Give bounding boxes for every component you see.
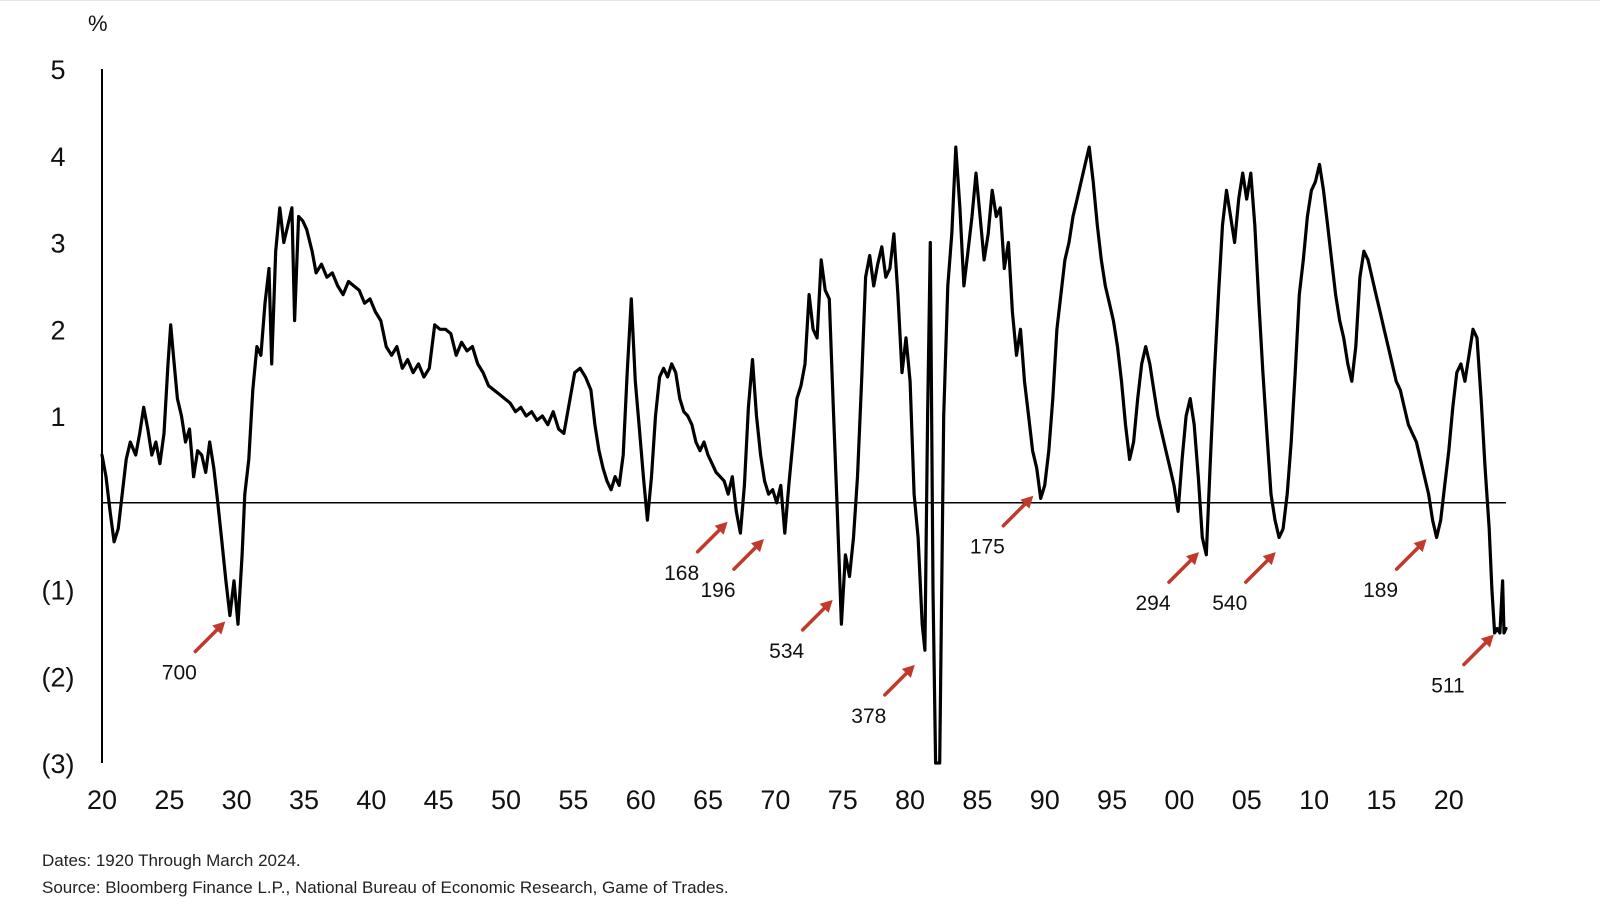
- y-tick-label: 1: [50, 402, 65, 432]
- annotation-arrow: [800, 603, 830, 632]
- annotation-label: 168: [664, 562, 699, 585]
- annotation-arrowhead: [212, 621, 226, 635]
- x-tick-label: 80: [895, 785, 925, 815]
- x-tick-label: 20: [87, 785, 117, 815]
- annotation-arrow: [1244, 555, 1273, 584]
- annotation-arrow: [732, 542, 761, 571]
- x-tick-label: 20: [1434, 785, 1464, 815]
- y-tick-label: 5: [50, 55, 65, 85]
- annotation-175: 175: [970, 495, 1034, 559]
- x-tick-label: 35: [289, 785, 319, 815]
- annotation-189: 189: [1363, 539, 1427, 602]
- x-tick-label: 65: [693, 785, 723, 815]
- annotation-arrow: [193, 624, 223, 654]
- y-tick-label: (2): [42, 662, 75, 692]
- x-tick-label: 60: [626, 785, 656, 815]
- annotation-arrow: [1001, 498, 1031, 528]
- x-tick-label: 70: [760, 785, 790, 815]
- annotation-arrow: [1394, 542, 1424, 571]
- annotation-label: 511: [1431, 675, 1464, 698]
- annotation-arrowhead: [1480, 634, 1494, 648]
- annotation-arrowhead: [1262, 552, 1276, 566]
- annotation-511: 511: [1431, 634, 1494, 698]
- annotation-label: 534: [769, 640, 804, 663]
- x-tick-label: 50: [491, 785, 521, 815]
- annotation-label: 540: [1212, 592, 1247, 615]
- x-tick-label: 45: [424, 785, 454, 815]
- annotation-arrow: [1462, 637, 1491, 667]
- y-tick-label: 3: [50, 229, 65, 259]
- annotation-294: 294: [1135, 552, 1199, 615]
- annotation-700: 700: [162, 621, 226, 685]
- annotation-arrow: [695, 525, 725, 554]
- annotation-label: 294: [1135, 592, 1170, 615]
- x-tick-label: 95: [1097, 785, 1127, 815]
- x-tick-label: 40: [356, 785, 386, 815]
- annotation-arrowhead: [1185, 552, 1199, 566]
- x-tick-label: 00: [1164, 785, 1194, 815]
- x-tick-label: 10: [1299, 785, 1329, 815]
- y-unit-label: %: [88, 11, 108, 36]
- annotation-label: 700: [162, 662, 197, 685]
- annotation-arrowhead: [819, 599, 833, 613]
- footer-source: Source: Bloomberg Finance L.P., National…: [42, 878, 729, 897]
- annotation-378: 378: [851, 664, 915, 728]
- annotation-540: 540: [1212, 552, 1276, 615]
- annotation-label: 378: [851, 705, 886, 728]
- annotation-label: 196: [700, 579, 735, 602]
- annotation-534: 534: [769, 599, 833, 663]
- x-tick-label: 05: [1232, 785, 1262, 815]
- annotation-arrowhead: [1413, 539, 1427, 553]
- annotation-arrow: [883, 668, 912, 697]
- annotation-arrowhead: [750, 539, 764, 553]
- x-tick-label: 85: [962, 785, 992, 815]
- annotation-arrowhead: [1020, 495, 1034, 509]
- annotation-arrow: [1167, 555, 1196, 584]
- annotation-196: 196: [700, 539, 764, 602]
- y-tick-label: 2: [50, 315, 65, 345]
- y-tick-label: (3): [42, 749, 75, 779]
- y-tick-labels: 5 4 3 2 1 (1) (2) (3): [42, 55, 75, 779]
- series-line: [100, 145, 1508, 765]
- annotation-label: 175: [970, 536, 1005, 559]
- x-tick-label: 25: [154, 785, 184, 815]
- x-tick-label: 55: [558, 785, 588, 815]
- annotation-168: 168: [664, 521, 728, 585]
- y-tick-label: (1): [42, 576, 75, 606]
- x-tick-label: 15: [1366, 785, 1396, 815]
- x-tick-label: 75: [828, 785, 858, 815]
- y-tick-label: 4: [50, 142, 65, 172]
- x-tick-labels: 20 25 30 35 40 45 50 55 60 65 70 75 80 85 90 95 00 05 10 15…: [87, 785, 1464, 815]
- annotation-arrowhead: [714, 521, 728, 535]
- footer-dates: Dates: 1920 Through March 2024.: [42, 851, 301, 870]
- line-chart: % 5 4 3 2 1 (1) (2) (3) 20 25 30 35 40 45 50 55 60 65 70 7…: [42, 11, 1508, 815]
- annotation-arrowhead: [901, 664, 915, 678]
- x-tick-label: 30: [222, 785, 252, 815]
- annotation-label: 189: [1363, 579, 1398, 602]
- x-tick-label: 90: [1030, 785, 1060, 815]
